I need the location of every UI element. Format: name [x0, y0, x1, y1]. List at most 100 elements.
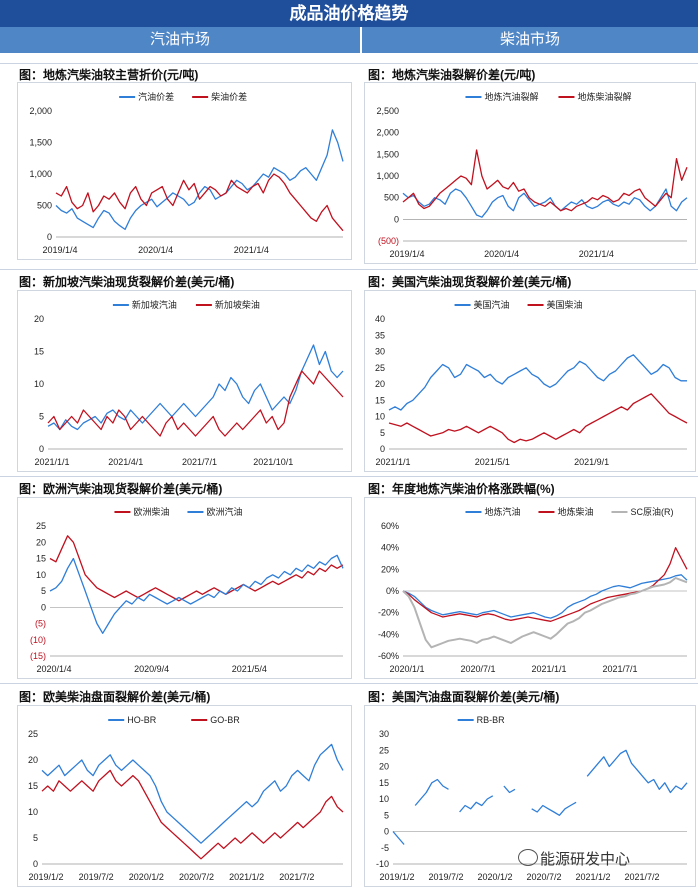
series-line [47, 370, 344, 437]
y-tick-label: 10 [34, 379, 44, 389]
legend-item: 地炼柴油 [538, 506, 593, 517]
x-tick-label: 2021/1/4 [579, 249, 614, 259]
chart-title-c2: 图：地炼汽柴油裂解价差(元/吨) [368, 68, 536, 82]
chart-c3: 0 5 10 15 20 2021/1/1 2021/4/1 2021/7/1 2021/10/… [17, 290, 352, 472]
series-line [41, 743, 344, 844]
y-tick-label: 0% [386, 586, 399, 596]
series-line [402, 149, 688, 212]
legend-label: 新加坡汽油 [132, 299, 177, 310]
chart-svg-c1: 0 500 1,000 1,500 2,000 2019/1/4 2020/1/4 2021/… [29, 91, 344, 255]
x-tick-label: 2019/1/4 [389, 249, 424, 259]
y-tick-label: 5 [39, 412, 44, 422]
legend-item: 欧洲柴油 [114, 506, 169, 517]
x-tick-label: 2020/1/2 [129, 872, 164, 882]
y-tick-label: -40% [378, 629, 399, 639]
series-line [402, 188, 688, 218]
y-tick-label: 35 [375, 330, 385, 340]
y-tick-label: 15 [36, 554, 46, 564]
x-tick-label: 2020/7/1 [460, 664, 495, 674]
chart-svg-c5: (15) (10) (5) 0 5 10 15 20 25 2020/1/4 2020/9/4 202… [30, 506, 344, 674]
x-tick-label: 2021/7/1 [602, 664, 637, 674]
chart-c5: (15) (10) (5) 0 5 10 15 20 25 2020/1/4 2020/9/4 202… [17, 497, 352, 679]
diesel-market-header: 柴油市场 [362, 27, 698, 53]
column-divider [360, 27, 362, 891]
y-tick-label: 0 [394, 214, 399, 224]
chart-svg-c7: 0 5 10 15 20 25 2019/1/2 2019/7/2 2020/1/2 2020/7… [28, 715, 344, 882]
series-line [402, 577, 688, 649]
y-tick-label: 20 [34, 314, 44, 324]
legend-label: 地炼柴油裂解 [577, 91, 631, 102]
gasoline-market-header: 汽油市场 [0, 27, 360, 53]
chart-title-c8: 图：美国汽油盘面裂解价差(美元/桶) [368, 690, 560, 704]
x-tick-label: 2020/1/1 [389, 664, 424, 674]
legend-label: 地炼汽油 [484, 506, 520, 517]
x-tick-label: 2019/1/2 [379, 872, 414, 882]
legend-item: 柴油价差 [192, 91, 247, 102]
legend-item: GO-BR [191, 715, 240, 725]
wechat-icon [518, 849, 538, 866]
series-line [402, 574, 688, 619]
x-tick-label: 2019/7/2 [428, 872, 463, 882]
chart-svg-c4: 0 5 10 15 20 25 30 35 40 2021/1/1 2021/5/1 2021/9/1… [375, 299, 688, 467]
chart-c7: 0 5 10 15 20 25 2019/1/2 2019/7/2 2020/1/2 2020/7… [17, 705, 352, 887]
legend-label: RB-BR [477, 715, 506, 725]
legend-item: HO-BR [108, 715, 157, 725]
series-line [47, 344, 344, 431]
y-tick-label: 20% [381, 564, 399, 574]
chart-svg-c6: -60% -40% -20% 0% 20% 40% 60% 2020/1/1 2020/7/1 2… [378, 506, 688, 674]
legend-label: HO-BR [127, 715, 157, 725]
chart-title-c4: 图：美国汽柴油现货裂解价差(美元/桶) [368, 275, 572, 289]
y-tick-label: 5 [380, 428, 385, 438]
row-divider [0, 683, 698, 684]
series-line [55, 129, 344, 231]
y-tick-label: 25 [28, 729, 38, 739]
x-tick-label: 2021/7/2 [279, 872, 314, 882]
x-tick-label: 2021/5/1 [475, 457, 510, 467]
legend-item: 汽油价差 [119, 91, 174, 102]
chart-title-c3: 图：新加坡汽柴油现货裂解价差(美元/桶) [19, 275, 235, 289]
y-tick-label: 1,000 [29, 169, 52, 179]
series-line [55, 173, 344, 232]
x-tick-label: 2019/7/2 [79, 872, 114, 882]
y-tick-label: 1,500 [29, 138, 52, 148]
y-tick-label: 30 [379, 729, 389, 739]
y-tick-label: 0 [41, 602, 46, 612]
y-tick-label: (500) [378, 236, 399, 246]
y-tick-label: 5 [33, 833, 38, 843]
y-tick-label: 20 [36, 537, 46, 547]
x-tick-label: 2020/7/2 [526, 872, 561, 882]
x-tick-label: 2021/7/2 [624, 872, 659, 882]
y-tick-label: 500 [384, 193, 399, 203]
x-tick-label: 2020/9/4 [134, 664, 169, 674]
y-tick-label: 60% [381, 521, 399, 531]
y-tick-label: 25 [36, 521, 46, 531]
y-tick-label: 30 [375, 347, 385, 357]
y-tick-label: 5 [41, 586, 46, 596]
row-divider [0, 269, 698, 270]
y-tick-label: 10 [379, 794, 389, 804]
chart-svg-c2: (500) 0 500 1,000 1,500 2,000 2,500 2019/1/4 202… [376, 91, 688, 259]
x-tick-label: 2021/1/2 [575, 872, 610, 882]
row-divider [0, 63, 698, 64]
y-tick-label: 40 [375, 314, 385, 324]
chart-c1: 0 500 1,000 1,500 2,000 2019/1/4 2020/1/4 2021/… [17, 82, 352, 260]
y-tick-label: 10 [36, 570, 46, 580]
legend-item: 美国汽油 [454, 299, 510, 310]
legend-item: RB-BR [457, 715, 506, 725]
series-line [388, 393, 688, 444]
legend-item: 地炼汽油 [465, 506, 520, 517]
legend-label: 欧洲柴油 [133, 506, 169, 517]
chart-title-c6: 图：年度地炼汽柴油价格涨跌幅(%) [368, 482, 555, 496]
y-tick-label: (15) [30, 651, 46, 661]
legend-label: GO-BR [210, 715, 240, 725]
x-tick-label: 2021/5/4 [232, 664, 267, 674]
legend-label: 汽油价差 [138, 91, 174, 102]
y-tick-label: 1,000 [376, 171, 399, 181]
y-tick-label: (5) [35, 619, 46, 629]
y-tick-label: 20 [379, 762, 389, 772]
y-tick-label: -20% [378, 608, 399, 618]
y-tick-label: 15 [379, 778, 389, 788]
y-tick-label: 2,500 [376, 106, 399, 116]
y-tick-label: 15 [28, 781, 38, 791]
x-tick-label: 2020/7/2 [179, 872, 214, 882]
